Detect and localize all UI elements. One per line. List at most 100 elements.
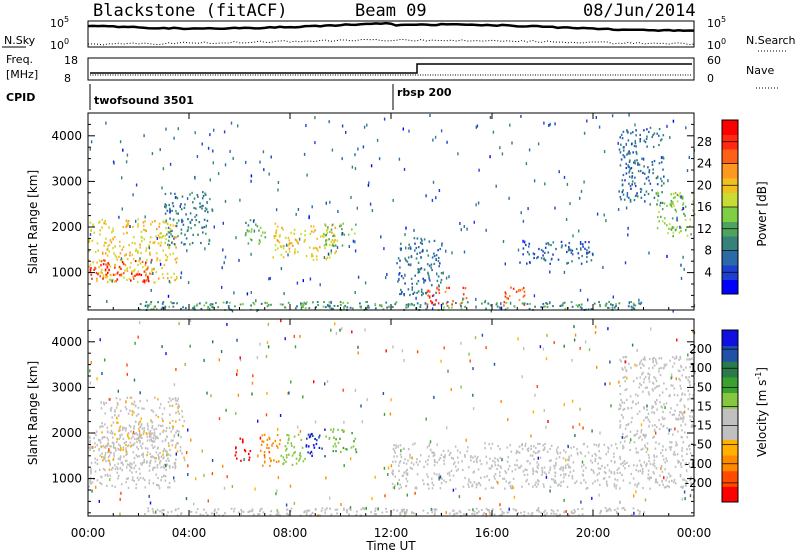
range-cell [489,304,492,307]
range-cell [183,459,186,462]
range-cell [448,471,451,474]
range-cell [406,480,409,483]
range-cell [468,478,470,481]
range-cell [642,171,644,174]
range-cell [212,149,214,153]
range-cell [168,397,171,400]
range-cell [549,489,551,493]
range-cell [656,481,659,484]
range-cell [619,384,621,388]
range-cell [161,476,163,479]
range-cell [346,448,348,451]
range-cell [415,257,418,260]
range-cell [623,460,626,463]
range-cell [685,229,687,232]
range-cell [621,507,624,510]
colorbar-frame [721,329,739,503]
range-cell [563,270,566,274]
range-cell [144,229,146,232]
range-cell [207,306,210,309]
range-cell [100,482,103,486]
range-cell [151,444,153,447]
range-cell [679,473,682,477]
range-cell [598,443,600,446]
range-cell [194,131,196,135]
noise-panel: N.Sky 105 100 105 100 N.Search [2,15,796,52]
range-cell [530,447,532,450]
range-cell [645,177,648,180]
range-cell [579,346,581,350]
range-cell [592,253,594,257]
range-cell [252,374,254,378]
range-cell [191,241,194,245]
range-cell [276,444,278,447]
range-cell [635,134,637,137]
range-cell [635,129,637,132]
range-cell [543,446,546,449]
range-cell [428,240,431,243]
range-cell [332,307,335,310]
range-cell [532,470,535,473]
range-cell [251,508,254,511]
range-cell [146,451,149,454]
range-cell [446,286,448,289]
range-cell [654,424,656,427]
range-cell [455,302,457,304]
range-cell [197,195,199,198]
range-cell [422,249,424,253]
range-cell [626,153,628,156]
range-cell [325,258,327,261]
range-cell [528,253,530,256]
range-cell [146,435,149,438]
range-cell [449,451,452,454]
range-cell [647,391,650,394]
range-cell [100,264,102,267]
range-cell [324,511,326,515]
range-cell [202,194,205,197]
range-cell [170,439,173,442]
range-cell [619,471,621,474]
range-cell [151,152,154,156]
range-cell [174,397,177,400]
range-cell [522,247,525,250]
range-cell [169,421,171,424]
range-cell [116,278,119,281]
range-cell [620,398,622,401]
range-cell [552,512,555,515]
range-cell [434,510,436,514]
range-cell [686,448,688,451]
range-cell [304,457,306,460]
range-cell [297,208,300,211]
range-cell [648,424,650,428]
range-cell [443,306,445,309]
range-cell [189,193,191,196]
range-cell [509,295,511,298]
range-cell [637,162,639,165]
range-cell [621,367,623,370]
range-cell [665,457,667,460]
range-cell [691,462,694,466]
range-cell [631,416,633,419]
range-cell [291,463,294,466]
range-cell [121,261,124,264]
range-cell [279,303,282,306]
range-cell [113,452,115,455]
range-cell [662,157,665,160]
range-cell [187,226,190,229]
range-cell [595,444,598,447]
range-cell [682,478,684,481]
range-cell [88,485,90,488]
range-cell [334,508,337,511]
range-cell [166,209,169,212]
range-cell [613,509,616,511]
range-cell [540,248,543,252]
range-cell [680,226,683,229]
range-cell [411,456,413,460]
time-tick-label: 00:00 [677,526,712,540]
range-cell [512,287,515,290]
range-cell [98,266,100,269]
range-cell [652,361,654,364]
range-cell [165,430,167,433]
range-cell [655,385,658,388]
range-cell [407,448,410,451]
